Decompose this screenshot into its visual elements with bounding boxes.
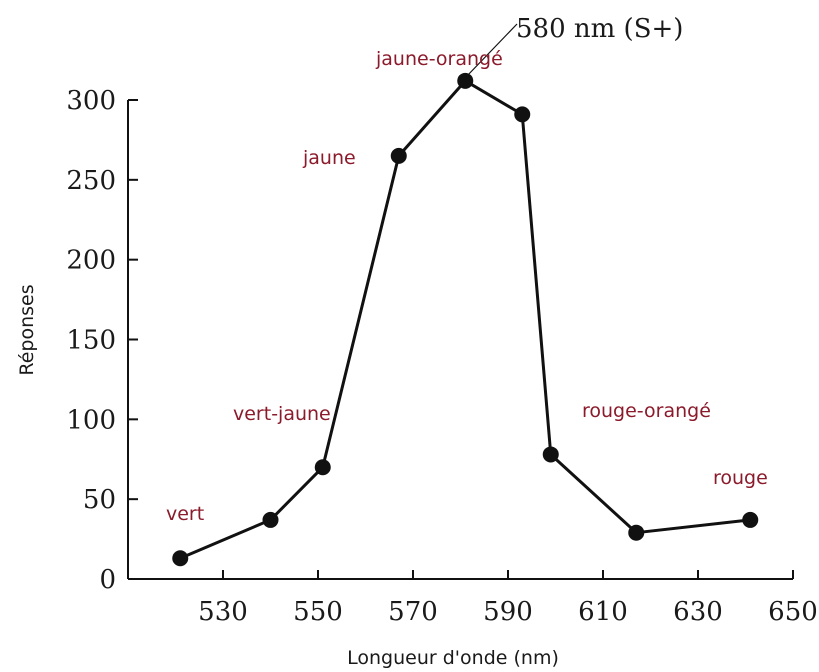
- data-point: [390, 147, 407, 164]
- x-tick-label: 630: [673, 597, 723, 627]
- x-axis-title: Longueur d'onde (nm): [347, 647, 559, 669]
- data-point: [172, 550, 189, 567]
- data-point: [314, 459, 331, 476]
- data-point: [514, 106, 531, 123]
- series-line: [179, 79, 751, 560]
- peak-label: 580 nm (S+): [516, 14, 683, 44]
- color-label-rouge: rouge: [713, 467, 768, 489]
- y-tick-label: 150: [66, 326, 116, 356]
- color-label-vert-jaune: vert-jaune: [233, 403, 331, 425]
- x-tick-label: 610: [578, 597, 628, 627]
- y-tick-label: 300: [66, 86, 116, 116]
- y-tick-label: 50: [83, 485, 116, 515]
- data-point: [628, 524, 645, 541]
- y-tick-label: 0: [99, 565, 116, 595]
- data-point: [542, 446, 559, 463]
- peak-annotation: 580 nm (S+): [465, 14, 683, 78]
- x-tick-label: 590: [483, 597, 533, 627]
- series-layer: [172, 72, 759, 567]
- x-tick-label: 650: [768, 597, 818, 627]
- color-label-rouge-orange: rouge-orangé: [582, 400, 711, 422]
- color-label-jaune: jaune: [302, 147, 356, 169]
- y-tick-label: 100: [66, 405, 116, 435]
- x-tick-label: 530: [198, 597, 248, 627]
- data-point: [457, 72, 474, 89]
- color-label-jaune-orange: jaune-orangé: [375, 48, 503, 70]
- x-axis-ticks: 530 550 570 590 610 630 650: [198, 570, 818, 627]
- peak-leader-line: [465, 23, 518, 78]
- x-tick-label: 570: [388, 597, 438, 627]
- x-tick-label: 550: [293, 597, 343, 627]
- data-point: [262, 511, 279, 528]
- y-tick-label: 200: [66, 246, 116, 276]
- y-tick-label: 250: [66, 166, 116, 196]
- data-point: [742, 511, 759, 528]
- y-axis-title: Réponses: [16, 284, 38, 375]
- axes: [127, 100, 793, 580]
- color-labels: vert vert-jaune jaune jaune-orangé rouge…: [166, 48, 768, 525]
- color-label-vert: vert: [166, 503, 204, 525]
- y-axis-ticks: 0 50 100 150 200 250 300: [66, 86, 138, 595]
